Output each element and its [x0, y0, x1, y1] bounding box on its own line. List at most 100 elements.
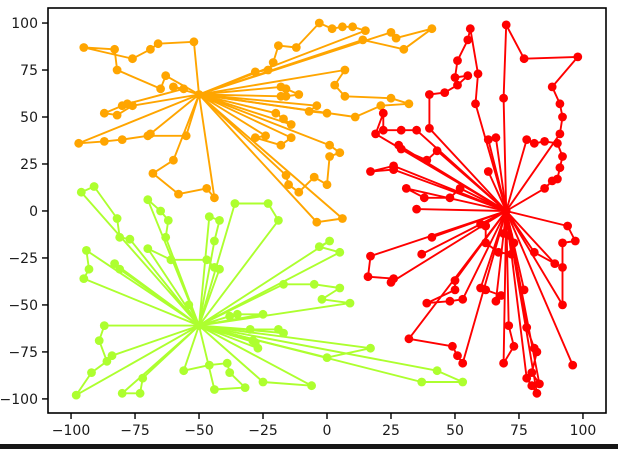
green-cluster-route	[146, 198, 200, 326]
red-cluster-point	[473, 69, 483, 79]
green-cluster-point	[89, 182, 99, 191]
orange-cluster-point	[286, 133, 296, 143]
red-cluster-point	[558, 152, 567, 161]
orange-cluster-point	[348, 22, 357, 32]
red-cluster-point	[412, 125, 421, 135]
red-cluster-point	[570, 236, 580, 246]
orange-cluster-point	[271, 108, 281, 118]
orange-cluster-point	[358, 35, 368, 45]
green-cluster-point	[202, 255, 212, 265]
green-cluster-point	[143, 195, 153, 205]
red-cluster-point	[481, 238, 491, 248]
red-cluster-route	[479, 210, 508, 303]
red-cluster-point	[404, 334, 414, 344]
red-cluster-point	[532, 388, 542, 398]
y-tick-label: 50	[20, 110, 38, 126]
orange-cluster-point	[340, 91, 350, 101]
green-cluster-point	[322, 353, 332, 362]
orange-cluster-point	[261, 131, 270, 141]
red-cluster-point	[422, 155, 432, 165]
red-cluster-point	[529, 138, 539, 148]
orange-cluster-point	[281, 170, 291, 180]
y-tick-label: −50	[8, 298, 38, 314]
green-cluster-point	[279, 328, 288, 338]
orange-cluster-point	[338, 214, 347, 223]
green-cluster-point	[458, 377, 468, 387]
green-cluster-route	[198, 324, 464, 383]
red-cluster-point	[483, 167, 493, 176]
red-cluster-point	[555, 129, 565, 139]
red-cluster-point	[499, 229, 508, 238]
orange-cluster-point	[161, 71, 171, 81]
green-cluster-point	[71, 390, 81, 400]
y-tick-label: 25	[20, 157, 38, 173]
red-cluster-point	[527, 381, 537, 391]
orange-cluster	[74, 18, 437, 227]
orange-cluster-point	[294, 187, 304, 197]
red-cluster-point	[458, 358, 468, 368]
red-cluster-point	[509, 238, 519, 248]
green-cluster-point	[230, 199, 240, 208]
red-cluster-point	[458, 294, 468, 304]
red-cluster-point	[440, 88, 450, 97]
orange-cluster-point	[279, 114, 288, 124]
orange-cluster-point	[284, 180, 293, 190]
green-cluster-point	[258, 377, 268, 387]
red-cluster	[363, 20, 583, 398]
green-cluster-point	[210, 236, 219, 246]
orange-cluster-point	[74, 138, 84, 148]
orange-cluster-point	[194, 90, 204, 99]
orange-cluster-point	[202, 184, 212, 193]
red-cluster-point	[550, 259, 560, 268]
green-cluster-route	[198, 324, 313, 387]
green-cluster-point	[432, 366, 442, 376]
green-cluster-point	[245, 325, 255, 334]
orange-cluster-route	[198, 93, 344, 224]
red-cluster-point	[453, 351, 462, 361]
red-cluster-point	[483, 135, 493, 145]
red-cluster-point	[419, 193, 429, 203]
orange-cluster-point	[312, 217, 322, 227]
green-cluster-point	[110, 259, 119, 268]
orange-cluster-point	[174, 189, 183, 199]
red-cluster-route	[407, 210, 508, 365]
green-cluster-point	[314, 242, 324, 252]
window-bottom-edge	[0, 444, 618, 449]
red-cluster-point	[506, 249, 516, 259]
green-cluster-point	[143, 244, 153, 254]
green-cluster-point	[335, 283, 345, 293]
red-cluster-route	[502, 23, 579, 212]
red-cluster-point	[366, 251, 375, 261]
orange-cluster-point	[404, 99, 414, 109]
orange-cluster-point	[210, 193, 219, 203]
x-tick-label: 75	[510, 423, 528, 439]
red-cluster-point	[425, 90, 434, 99]
red-cluster-point	[519, 285, 529, 295]
green-cluster-point	[240, 383, 250, 392]
green-cluster-point	[233, 309, 242, 319]
x-tick-label: −50	[184, 423, 214, 439]
orange-cluster-point	[376, 101, 386, 111]
orange-cluster-point	[128, 101, 137, 111]
red-cluster-point	[558, 300, 567, 310]
red-cluster-point	[509, 341, 519, 351]
red-cluster-point	[465, 24, 475, 34]
orange-cluster-route	[198, 93, 293, 147]
red-cluster-point	[463, 71, 473, 81]
orange-cluster-point	[427, 24, 437, 34]
green-cluster-point	[184, 300, 194, 310]
red-cluster-point	[471, 99, 480, 109]
green-cluster-point	[274, 216, 283, 225]
red-cluster-point	[555, 99, 565, 109]
green-cluster-point	[94, 336, 104, 345]
red-cluster-point	[491, 133, 501, 143]
green-cluster-point	[161, 232, 171, 242]
orange-cluster-point	[148, 169, 158, 178]
red-cluster-route	[397, 144, 507, 212]
red-cluster-point	[501, 206, 511, 216]
green-cluster-point	[87, 368, 96, 377]
red-cluster-point	[494, 247, 503, 257]
orange-cluster-point	[309, 172, 319, 182]
green-cluster-point	[215, 216, 224, 225]
